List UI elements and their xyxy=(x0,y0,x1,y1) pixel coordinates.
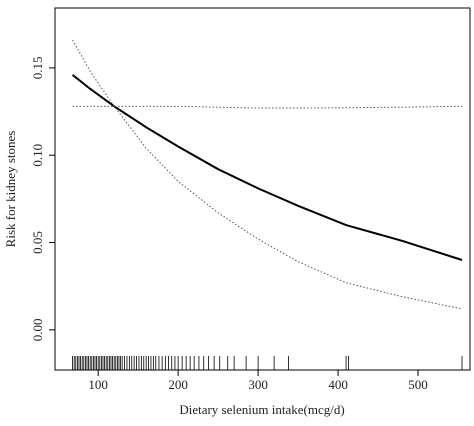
plot-frame xyxy=(54,7,471,371)
x-axis-title: Dietary selenium intake(mcg/d) xyxy=(179,402,344,417)
series-line xyxy=(72,39,463,310)
y-tick-label: 0.10 xyxy=(30,144,45,167)
x-tick-label: 100 xyxy=(88,377,108,392)
x-tick-label: 500 xyxy=(408,377,428,392)
y-tick-label: 0.15 xyxy=(30,57,45,80)
x-tick-label: 200 xyxy=(168,377,188,392)
series-line xyxy=(72,105,463,109)
x-tick-label: 300 xyxy=(248,377,268,392)
series-line xyxy=(71,74,463,261)
y-tick-label: 0.05 xyxy=(30,231,45,254)
x-tick-label: 400 xyxy=(328,377,348,392)
y-axis-title: Risk for kidney stones xyxy=(3,131,18,248)
y-tick-label: 0.00 xyxy=(30,318,45,341)
